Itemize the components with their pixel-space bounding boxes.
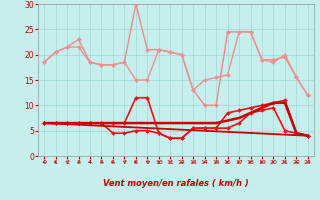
X-axis label: Vent moyen/en rafales ( km/h ): Vent moyen/en rafales ( km/h ): [103, 179, 249, 188]
